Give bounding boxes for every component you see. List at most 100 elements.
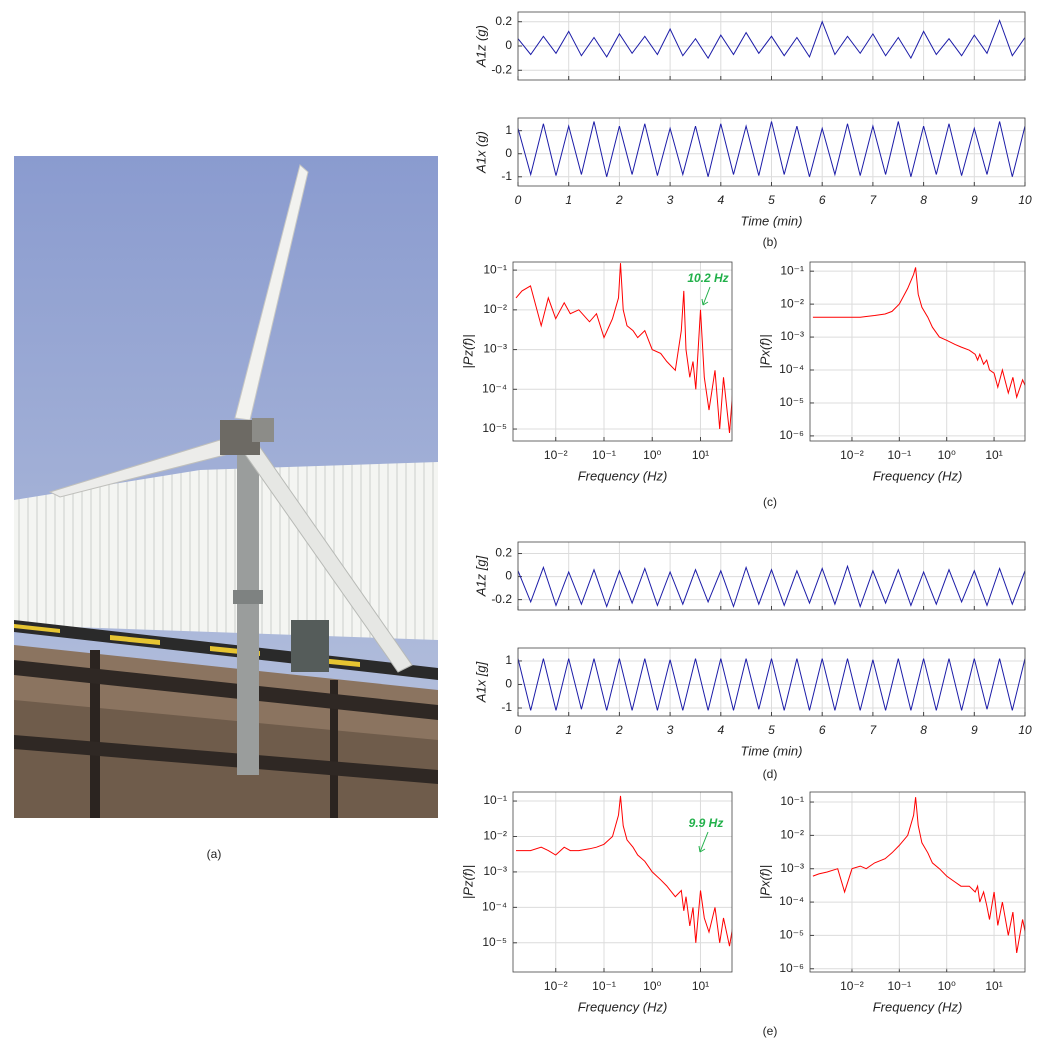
x-tick-label: 10⁻¹ [887, 448, 911, 462]
x-tick-label: 10⁻¹ [592, 448, 616, 462]
data-line [516, 795, 732, 947]
y-tick-label: 10⁻¹ [780, 794, 804, 808]
y-tick-label: 10⁻² [483, 829, 507, 843]
y-tick-label: 10⁻³ [483, 342, 507, 356]
x-axis-label: Frequency (Hz) [873, 468, 963, 483]
x-tick-label: 3 [667, 723, 674, 737]
chart: 10⁻² 10⁻¹ 10⁰ 10¹ 10⁻¹ 10⁻² 10⁻³ 10⁻⁴ 10⁻⁵ 10⁻⁶ |P… [757, 791, 1026, 1014]
y-tick-label: 0 [505, 569, 512, 583]
y-tick-label: 10⁻² [780, 828, 804, 842]
plot-frame [809, 261, 1026, 442]
y-tick-label: 10⁻⁶ [779, 428, 804, 442]
turbine-photo [14, 156, 438, 818]
x-axis-label: Frequency (Hz) [578, 999, 668, 1014]
chart: 10⁻² 10⁻¹ 10⁰ 10¹ 10⁻¹ 10⁻² 10⁻³ 10⁻⁴ 10⁻⁵ |Pz(f)… [460, 791, 733, 1014]
y-tick-label: 10⁻⁴ [482, 381, 507, 395]
y-tick-label: 10⁻³ [780, 861, 804, 875]
data-line [812, 267, 1025, 400]
plot-area [513, 262, 732, 441]
y-tick-label: 10⁻⁵ [482, 935, 507, 949]
y-axis-label: A1z (g) [473, 25, 488, 68]
x-tick-label: 8 [920, 723, 927, 737]
plot-frame [517, 117, 1026, 187]
x-axis-label: Frequency (Hz) [578, 468, 668, 483]
x-tick-label: 10⁻² [840, 979, 864, 993]
x-tick-label: 3 [667, 193, 674, 207]
y-tick-label: -0.2 [491, 62, 512, 76]
y-axis-label: |Px(f)| [757, 865, 772, 899]
y-tick-label: 1 [505, 653, 512, 667]
y-tick-label: 10⁻² [483, 302, 507, 316]
y-tick-label: 10⁻³ [483, 864, 507, 878]
y-axis-label: |Px(f)| [757, 334, 772, 368]
plot-frame [512, 791, 733, 973]
caption: (e) [763, 1024, 778, 1038]
annotation-arrow [702, 286, 711, 306]
annotation-arrowhead [701, 298, 709, 306]
x-tick-label: 6 [819, 193, 826, 207]
y-tick-label: 10⁻¹ [483, 262, 507, 276]
caption: (a) [207, 847, 222, 861]
plot-frame [517, 11, 1026, 81]
x-tick-label: 2 [615, 723, 623, 737]
x-tick-label: 8 [920, 193, 927, 207]
y-tick-label: 10⁻⁵ [779, 395, 804, 409]
y-axis-label: |Pz(f)| [460, 334, 475, 368]
x-tick-label: 10⁰ [643, 448, 661, 462]
x-tick-label: 1 [565, 723, 572, 737]
data-line [515, 263, 732, 433]
y-axis-label: A1x [g] [473, 661, 488, 703]
x-tick-label: 7 [870, 193, 878, 207]
y-tick-label: 10⁻¹ [780, 263, 804, 277]
y-axis-label: |Pz(f)| [460, 865, 475, 899]
x-tick-label: 10⁰ [938, 448, 956, 462]
y-axis-label: A1z [g] [473, 555, 488, 597]
data-line [518, 564, 1025, 609]
x-tick-label: 10¹ [985, 448, 1002, 462]
y-tick-label: -1 [501, 169, 512, 183]
data-line [812, 797, 1025, 953]
y-tick-label: -0.2 [491, 592, 512, 606]
y-tick-label: -1 [501, 700, 512, 714]
annotation-arrow [699, 831, 709, 853]
x-tick-label: 2 [615, 193, 623, 207]
y-tick-label: 10⁻² [780, 296, 804, 310]
y-tick-label: 0 [505, 677, 512, 691]
y-axis-label: A1x (g) [473, 131, 488, 174]
x-tick-label: 10⁰ [938, 979, 956, 993]
annotation: 9.9 Hz [689, 816, 724, 830]
chart: 10⁻² 10⁻¹ 10⁰ 10¹ 10⁻¹ 10⁻² 10⁻³ 10⁻⁴ 10⁻⁵ |Pz(f)… [460, 261, 733, 483]
x-tick-label: 6 [819, 723, 826, 737]
x-tick-label: 9 [971, 723, 978, 737]
data-line [518, 19, 1025, 60]
x-tick-label: 10⁻² [544, 448, 568, 462]
x-tick-label: 10⁻² [544, 979, 568, 993]
x-tick-label: 10¹ [692, 448, 709, 462]
data-line [518, 658, 1025, 711]
plot-frame [517, 647, 1026, 717]
y-tick-label: 10⁻¹ [483, 793, 507, 807]
y-tick-label: 0.2 [495, 546, 512, 560]
x-axis-label: Time (min) [741, 213, 803, 228]
y-tick-label: 10⁻⁴ [779, 362, 804, 376]
x-tick-label: 10⁰ [643, 979, 661, 993]
x-tick-label: 7 [870, 723, 878, 737]
x-tick-label: 10 [1018, 193, 1032, 207]
x-tick-label: 10⁻¹ [887, 979, 911, 993]
plot-frame [809, 791, 1026, 973]
x-tick-label: 0 [515, 193, 522, 207]
y-tick-label: 10⁻⁶ [779, 961, 804, 975]
y-tick-label: 10⁻³ [780, 329, 804, 343]
plot-frame [517, 541, 1026, 611]
y-tick-label: 10⁻⁵ [779, 928, 804, 942]
y-tick-label: 0 [505, 146, 512, 160]
x-tick-label: 5 [768, 193, 775, 207]
x-axis-label: Frequency (Hz) [873, 999, 963, 1014]
annotation: 10.2 Hz [687, 271, 728, 285]
x-tick-label: 0 [515, 723, 522, 737]
